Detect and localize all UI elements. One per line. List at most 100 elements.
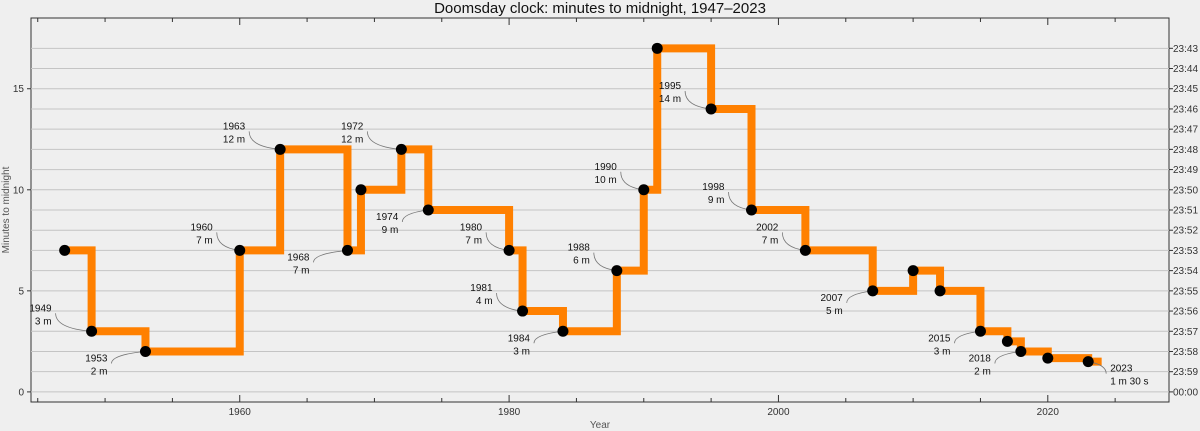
annotation-year: 1949 <box>29 303 52 314</box>
annotation-leader <box>55 313 92 332</box>
y2-tick-label: 23:46 <box>1173 104 1198 115</box>
y2-tick-label: 23:56 <box>1173 307 1198 318</box>
annotation-year: 1980 <box>460 222 483 233</box>
y2-tick-label: 23:47 <box>1173 125 1198 136</box>
annotation-value: 7 m <box>465 235 482 246</box>
annotation-year: 2015 <box>928 333 951 344</box>
data-point <box>557 325 569 337</box>
data-point <box>611 265 623 277</box>
annotation-value: 9 m <box>382 225 399 236</box>
annotation-value: 2 m <box>974 366 991 377</box>
x-axis: 1960 1980 2000 2020 <box>37 18 1116 418</box>
data-point <box>1015 345 1027 357</box>
annotation-value: 2 m <box>91 366 108 377</box>
annotation-year: 2018 <box>969 353 992 364</box>
chart-title: Doomsday clock: minutes to midnight, 194… <box>434 0 766 17</box>
y-tick-label: 0 <box>18 387 24 398</box>
data-point <box>86 325 98 337</box>
data-point <box>974 325 986 337</box>
series-line <box>64 44 1102 366</box>
y2-tick-label: 00:00 <box>1173 387 1198 398</box>
annotation-year: 1953 <box>85 353 108 364</box>
x-tick-label: 2000 <box>767 407 790 418</box>
annotation-value: 3 m <box>513 346 530 357</box>
annotation-value: 12 m <box>341 134 363 145</box>
x-tick-label: 2020 <box>1037 407 1060 418</box>
data-point <box>867 285 879 297</box>
y2-tick-label: 23:58 <box>1173 347 1198 358</box>
y2-tick-label: 23:52 <box>1173 226 1198 237</box>
annotation-value: 1 m 30 s <box>1110 377 1148 388</box>
annotation-value: 3 m <box>934 346 951 357</box>
data-point <box>422 204 434 216</box>
data-point <box>1001 335 1013 347</box>
data-point <box>341 244 353 256</box>
annotation-value: 7 m <box>293 265 310 276</box>
annotations: 1949 3 m 1953 2 m 1960 7 m 1963 12 m 1968 7 m 1972… <box>29 81 1148 388</box>
annotation-value: 14 m <box>659 94 681 105</box>
annotation-value: 7 m <box>762 235 779 246</box>
annotation-value: 12 m <box>223 134 245 145</box>
grid <box>31 47 1169 393</box>
annotation-year: 2002 <box>756 222 779 233</box>
data-point <box>517 305 529 317</box>
y2-tick-label: 23:49 <box>1173 165 1198 176</box>
y-tick-label: 5 <box>18 286 24 297</box>
data-point <box>705 103 717 115</box>
data-point <box>355 184 367 196</box>
x-tick-label: 1980 <box>498 407 521 418</box>
y-axis-right: 23:43 23:44 23:45 23:46 23:47 23:48 23:49 23:50… <box>1169 44 1198 398</box>
y-axis-label: Minutes to midnight <box>1 166 12 253</box>
annotation-year: 1981 <box>470 283 493 294</box>
annotation-year: 1974 <box>376 212 399 223</box>
data-point <box>799 244 811 256</box>
y2-tick-label: 23:45 <box>1173 84 1198 95</box>
annotation-year: 1990 <box>595 162 618 173</box>
data-point <box>651 42 663 54</box>
y-tick-label: 10 <box>13 185 25 196</box>
annotation-year: 1995 <box>659 81 682 92</box>
x-axis-label: Year <box>590 420 611 431</box>
data-point <box>503 244 515 256</box>
annotation-value: 6 m <box>573 256 590 267</box>
data-point <box>1082 356 1094 368</box>
data-markers <box>59 42 1094 368</box>
data-point <box>1042 352 1054 364</box>
y2-tick-label: 23:54 <box>1173 266 1198 277</box>
annotation-year: 1972 <box>341 121 364 132</box>
data-point <box>139 345 151 357</box>
annotation-year: 1968 <box>287 252 310 263</box>
y-axis-left: 0 5 10 15 <box>13 84 31 398</box>
y2-tick-label: 23:59 <box>1173 367 1198 378</box>
y2-tick-label: 23:53 <box>1173 246 1198 257</box>
annotation-value: 4 m <box>476 296 493 307</box>
annotation-year: 1960 <box>190 222 213 233</box>
annotation-year: 1963 <box>223 121 246 132</box>
data-point <box>934 285 946 297</box>
annotation-year: 2023 <box>1110 364 1133 375</box>
annotation-year: 1998 <box>702 182 725 193</box>
annotation-leader <box>366 131 402 150</box>
data-point <box>395 143 407 155</box>
annotation-value: 3 m <box>35 316 52 327</box>
data-point <box>746 204 758 216</box>
data-point <box>638 184 650 196</box>
annotation-value: 9 m <box>708 195 725 206</box>
annotation-value: 10 m <box>595 175 617 186</box>
annotation-year: 1984 <box>508 333 531 344</box>
y2-tick-label: 23:48 <box>1173 145 1198 156</box>
y-tick-label: 15 <box>13 84 25 95</box>
data-point <box>907 265 919 277</box>
x-tick-label: 1960 <box>229 407 252 418</box>
annotation-value: 7 m <box>196 235 213 246</box>
data-point <box>234 244 246 256</box>
y2-tick-label: 23:51 <box>1173 206 1198 217</box>
y2-tick-label: 23:57 <box>1173 327 1198 338</box>
annotation-value: 5 m <box>826 306 843 317</box>
annotation-year: 2007 <box>820 293 843 304</box>
data-point <box>274 143 286 155</box>
data-point <box>59 244 71 256</box>
y2-tick-label: 23:50 <box>1173 185 1198 196</box>
y2-tick-label: 23:43 <box>1173 44 1198 55</box>
